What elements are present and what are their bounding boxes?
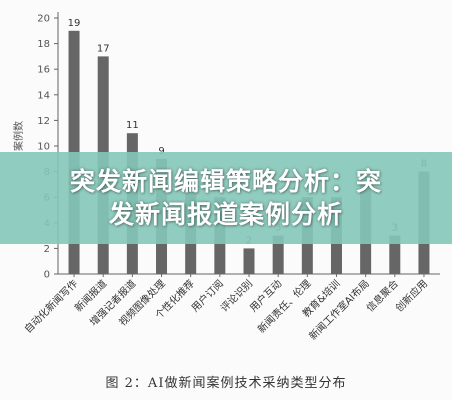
- y-tick-label: 2: [44, 244, 50, 255]
- bar-value-label: 19: [68, 18, 81, 29]
- bar-value-label: 9: [158, 146, 164, 157]
- y-tick-label: 18: [37, 39, 50, 50]
- title-banner: 突发新闻编辑策略分析：突 发新闻报道案例分析: [0, 152, 452, 244]
- x-tick-label: 创新应用: [393, 277, 430, 314]
- bar: [243, 248, 255, 274]
- bar-value-label: 17: [97, 43, 110, 54]
- y-tick-label: 14: [37, 90, 50, 101]
- banner-line-1: 突发新闻编辑策略分析：突: [69, 167, 382, 196]
- y-tick-label: 20: [37, 14, 50, 25]
- bar: [272, 235, 284, 274]
- y-tick-label: 12: [37, 116, 50, 127]
- y-tick-label: 10: [37, 142, 50, 153]
- bar-value-label: 11: [126, 120, 139, 131]
- figure-caption: 图 2：AI做新闻案例技术采纳类型分布: [105, 376, 347, 391]
- bar: [389, 235, 401, 274]
- y-tick-label: 16: [37, 65, 50, 76]
- y-axis-title: 案例数: [12, 121, 25, 151]
- x-tick-label: 自动化新闻写作: [21, 277, 80, 336]
- y-tick-label: 0: [44, 270, 50, 281]
- banner-line-2: 发新闻报道案例分析: [108, 200, 343, 229]
